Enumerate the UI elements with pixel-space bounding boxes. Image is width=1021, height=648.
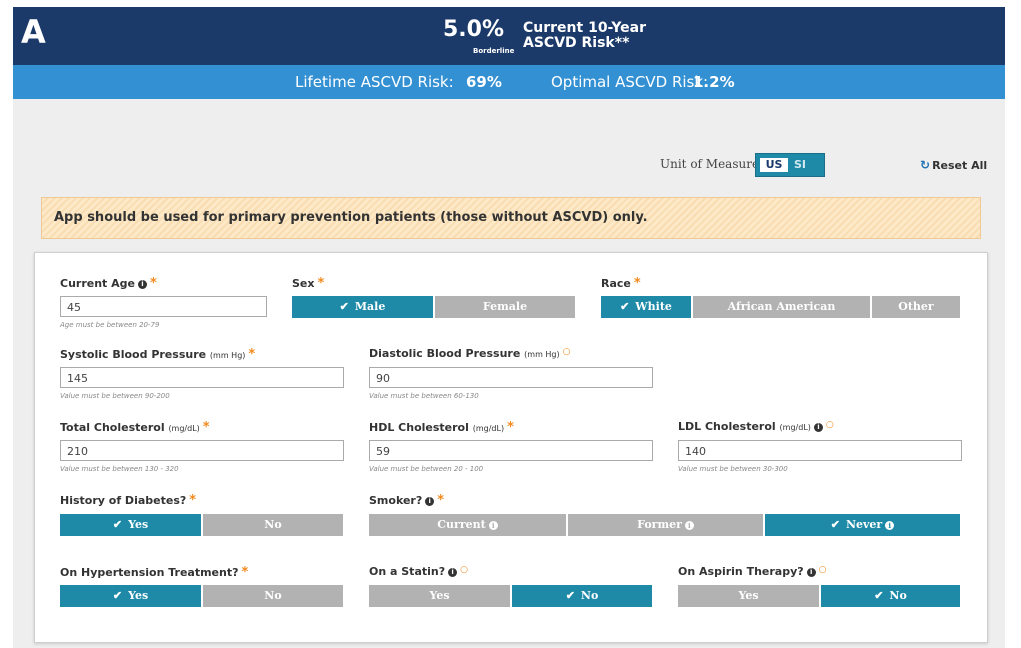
ascvd-app-frame: A 5.0% Borderline Current 10-Year ASCVD … [13, 7, 1005, 648]
diabetes-no-button[interactable]: No [201, 514, 343, 536]
info-icon[interactable]: i [137, 279, 147, 289]
statin-label: On a Statin? i ○ [369, 565, 468, 578]
unit-of-measure-label: Unit of Measure [660, 157, 760, 171]
smoker-current-button[interactable]: Current i [369, 514, 566, 536]
diabetes-yes-button[interactable]: ✔ Yes [60, 514, 201, 536]
age-input[interactable]: 45 [60, 296, 267, 317]
total-cholesterol-label: Total Cholesterol (mg/dL) * [60, 420, 210, 435]
sbp-label: Systolic Blood Pressure (mm Hg) * [60, 347, 256, 362]
lifetime-risk-value: 69% [466, 73, 502, 91]
required-icon: * [507, 420, 514, 435]
hypertension-selector: ✔ Yes No [60, 585, 343, 607]
ten-year-risk-title: Current 10-Year ASCVD Risk** [523, 21, 646, 51]
race-selector: ✔ White African American Other [601, 296, 960, 318]
info-icon[interactable]: i [448, 567, 458, 577]
required-icon: * [317, 276, 325, 291]
statin-no-button[interactable]: ✔ No [510, 585, 652, 607]
reset-all-label: Reset All [932, 159, 988, 172]
info-icon[interactable]: i [425, 496, 435, 506]
smoker-former-button[interactable]: Former i [566, 514, 763, 536]
sbp-hint: Value must be between 90-200 [60, 392, 170, 400]
smoker-selector: Current i Former i ✔ Never i [369, 514, 960, 536]
info-icon: i [885, 520, 895, 530]
hypertension-label: On Hypertension Treatment? * [60, 565, 249, 580]
info-icon[interactable]: i [806, 567, 816, 577]
check-icon: ✔ [112, 518, 123, 531]
unit-si-option[interactable]: SI [794, 158, 807, 171]
dbp-label: Diastolic Blood Pressure (mm Hg) ○ [369, 347, 571, 360]
info-icon: i [684, 520, 694, 530]
age-label: Current Age i * [60, 276, 157, 291]
required-icon: * [189, 493, 197, 508]
optional-icon: ○ [562, 347, 571, 357]
risk-input-form: Current Age i * 45 Age must be between 20-… [34, 252, 988, 643]
risk-title-line1: Current 10-Year [523, 20, 647, 36]
dbp-hint: Value must be between 60-130 [369, 392, 479, 400]
race-african-american-button[interactable]: African American [691, 296, 870, 318]
statin-yes-button[interactable]: Yes [369, 585, 510, 607]
primary-prevention-warning: App should be used for primary preventio… [41, 197, 981, 239]
aspirin-yes-button[interactable]: Yes [678, 585, 819, 607]
risk-category: Borderline [473, 47, 515, 55]
hdl-input[interactable]: 59 [369, 440, 653, 461]
risk-header: A 5.0% Borderline Current 10-Year ASCVD … [13, 7, 1005, 65]
hdl-hint: Value must be between 20 - 100 [369, 465, 484, 473]
reset-icon: ↻ [920, 158, 931, 172]
diabetes-label: History of Diabetes? * [60, 493, 197, 508]
sex-male-button[interactable]: ✔ Male [292, 296, 433, 318]
reset-all-button[interactable]: ↻ Reset All [920, 158, 987, 172]
check-icon: ✔ [112, 589, 123, 602]
unit-us-option[interactable]: US [760, 158, 788, 172]
check-icon: ✔ [565, 589, 575, 602]
lifetime-risk-label: Lifetime ASCVD Risk: [295, 73, 454, 91]
aspirin-label: On Aspirin Therapy? i ○ [678, 565, 827, 578]
check-icon: ✔ [620, 300, 630, 313]
ldl-input[interactable]: 140 [678, 440, 962, 461]
optional-icon: ○ [825, 420, 834, 430]
race-label: Race * [601, 276, 641, 291]
sex-label: Sex * [292, 276, 325, 291]
total-cholesterol-hint: Value must be between 130 - 320 [60, 465, 179, 473]
smoker-label: Smoker? i * [369, 493, 445, 508]
ten-year-risk-value: 5.0% [443, 17, 505, 42]
check-icon: ✔ [874, 589, 884, 602]
optimal-risk-value: 1.2% [693, 73, 735, 91]
hdl-label: HDL Cholesterol (mg/dL) * [369, 420, 514, 435]
hypertension-no-button[interactable]: No [201, 585, 343, 607]
race-white-button[interactable]: ✔ White [601, 296, 691, 318]
aspirin-no-button[interactable]: ✔ No [819, 585, 960, 607]
age-hint: Age must be between 20-79 [60, 321, 160, 329]
race-other-button[interactable]: Other [870, 296, 960, 318]
optional-icon: ○ [818, 565, 827, 575]
statin-selector: Yes ✔ No [369, 585, 652, 607]
unit-toggle[interactable]: US SI [755, 153, 825, 177]
info-icon[interactable]: i [813, 422, 823, 432]
required-icon: * [437, 493, 445, 508]
check-icon: ✔ [830, 518, 840, 531]
optional-icon: ○ [460, 565, 468, 575]
optimal-risk-label: Optimal ASCVD Risk: [551, 73, 709, 91]
hypertension-yes-button[interactable]: ✔ Yes [60, 585, 201, 607]
panel-letter: A [21, 13, 46, 51]
risk-title-line2: ASCVD Risk** [523, 35, 630, 51]
required-icon: * [241, 565, 249, 580]
required-icon: * [149, 276, 157, 291]
info-icon: i [488, 520, 498, 530]
total-cholesterol-input[interactable]: 210 [60, 440, 344, 461]
sex-selector: ✔ Male Female [292, 296, 575, 318]
required-icon: * [202, 420, 210, 435]
dbp-input[interactable]: 90 [369, 367, 653, 388]
required-icon: * [633, 276, 641, 291]
ldl-hint: Value must be between 30-300 [678, 465, 788, 473]
smoker-never-button[interactable]: ✔ Never i [763, 514, 960, 536]
ldl-label: LDL Cholesterol (mg/dL) i ○ [678, 420, 834, 433]
lifetime-risk-bar: Lifetime ASCVD Risk: 69% Optimal ASCVD R… [13, 65, 1005, 99]
sex-female-button[interactable]: Female [433, 296, 575, 318]
check-icon: ✔ [339, 300, 349, 313]
diabetes-selector: ✔ Yes No [60, 514, 343, 536]
required-icon: * [248, 347, 256, 362]
sbp-input[interactable]: 145 [60, 367, 344, 388]
aspirin-selector: Yes ✔ No [678, 585, 960, 607]
